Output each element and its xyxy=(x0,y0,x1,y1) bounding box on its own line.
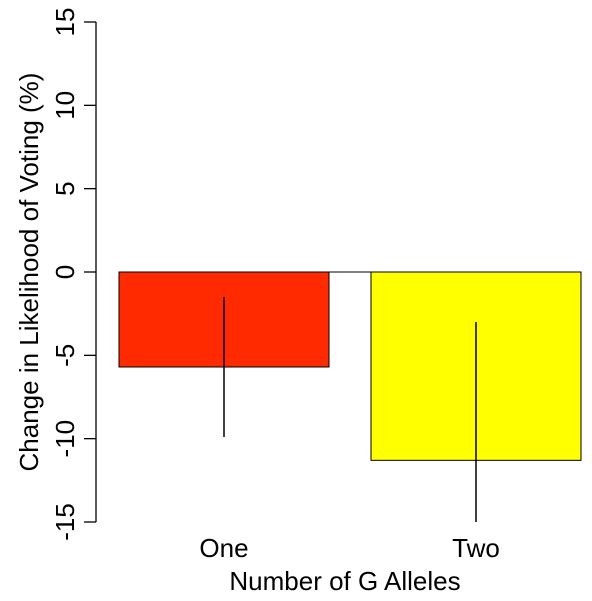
x-tick-label: One xyxy=(199,533,248,563)
x-tick-label: Two xyxy=(452,533,500,563)
y-tick-label: 5 xyxy=(50,181,80,195)
y-tick-label: -15 xyxy=(50,503,80,541)
x-axis-label: Number of G Alleles xyxy=(229,566,460,596)
y-tick-label: 10 xyxy=(50,91,80,120)
y-tick-label: -10 xyxy=(50,420,80,458)
y-tick-label: 0 xyxy=(50,265,80,279)
y-axis-label: Change in Likelihood of Voting (%) xyxy=(14,73,44,472)
y-tick-label: 15 xyxy=(50,8,80,37)
plot-area: -15 -10 -5 0 5 10 15 One Two xyxy=(50,8,582,563)
y-tick-label: -5 xyxy=(50,344,80,367)
